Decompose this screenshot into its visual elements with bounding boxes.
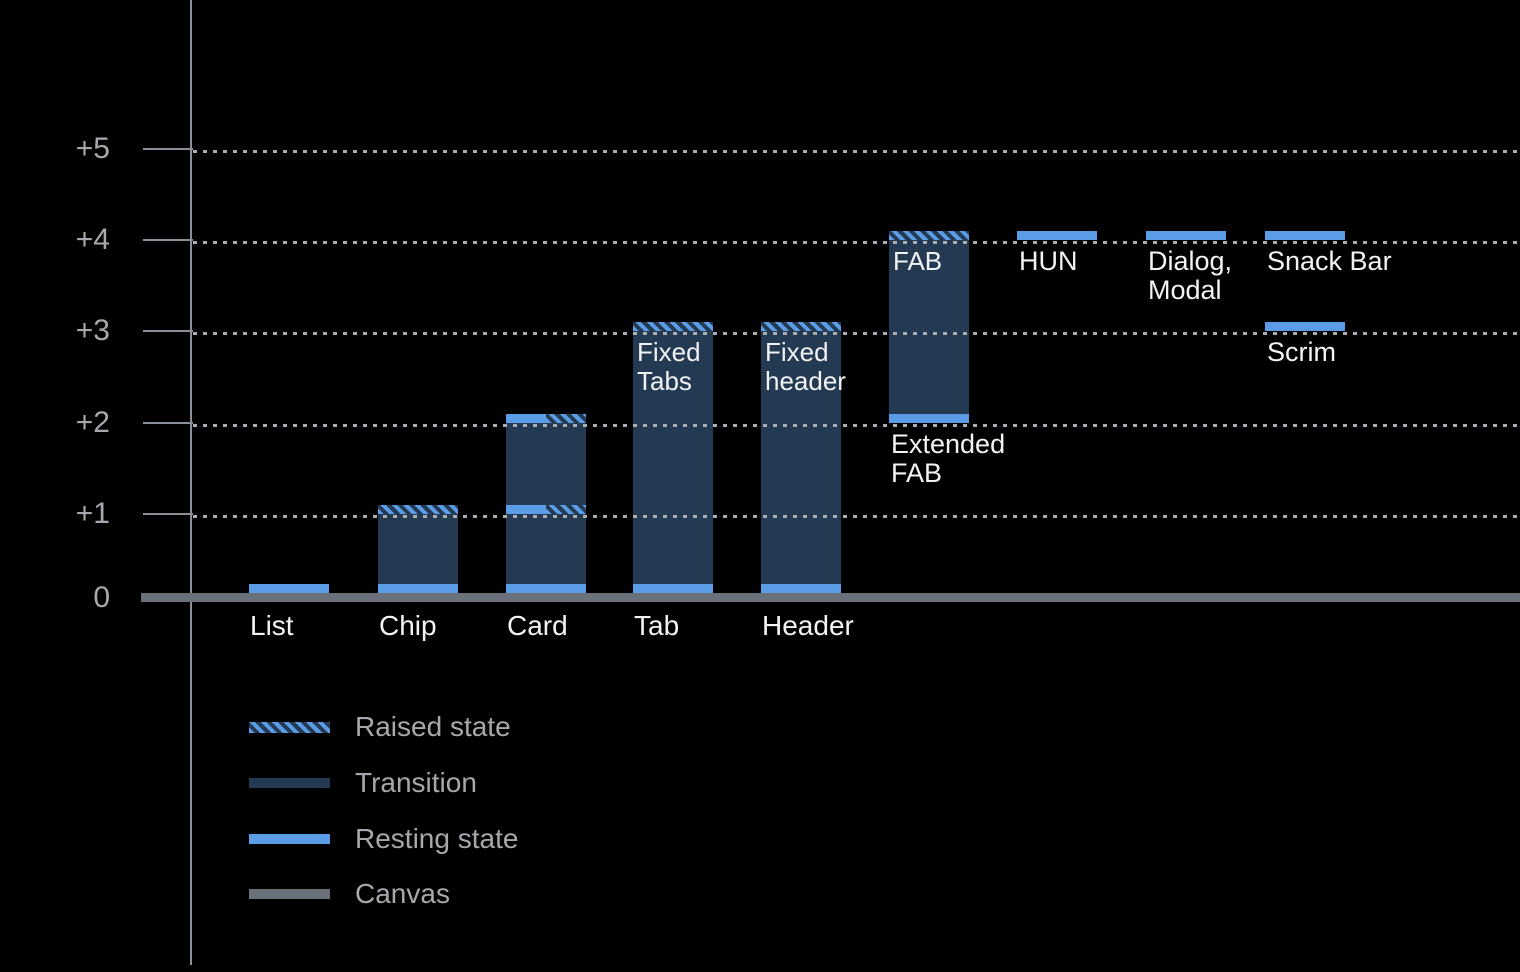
- bar-header-resting-marker: [761, 584, 841, 593]
- bar-tab-label: Tab: [634, 610, 679, 642]
- canvas-swatch-icon: [249, 889, 330, 899]
- bar-header-label-line: Header: [762, 610, 854, 641]
- bar-snack-bar-label-line: Snack Bar: [1267, 245, 1392, 276]
- bar-fab-raised-marker: [889, 230, 969, 240]
- bar-dialog-modal-label-line: Modal: [1148, 274, 1222, 305]
- y-tick-3: [143, 330, 193, 332]
- gridline-level-2: [193, 423, 1520, 427]
- bar-header-label-line: Fixed: [765, 337, 829, 367]
- y-axis-label-1: +1: [75, 497, 110, 530]
- bar-tab-label: Fixed Tabs: [637, 338, 701, 396]
- bar-hun-label-line: HUN: [1019, 245, 1078, 276]
- legend-item-canvas: Canvas: [249, 878, 749, 910]
- legend-item-resting-state: Resting state: [249, 823, 749, 855]
- bar-scrim-label: Scrim: [1267, 338, 1336, 367]
- bar-fab-label: FAB: [893, 245, 943, 276]
- legend-item-transition: Transition: [249, 767, 749, 799]
- bar-snack-bar-resting-marker: [1265, 230, 1345, 240]
- bar-scrim-resting-marker: [1265, 322, 1345, 331]
- gridline-level-4: [193, 240, 1520, 244]
- bar-card-resting-marker: [506, 413, 546, 423]
- bar-snack-bar-label: Snack Bar: [1267, 245, 1392, 276]
- y-axis-label-3: +3: [75, 314, 110, 347]
- y-axis-label-2: +2: [75, 405, 110, 439]
- bar-dialog-modal-resting-marker: [1146, 230, 1226, 240]
- bar-tab-label-line: Tabs: [637, 366, 692, 396]
- bar-dialog-modal-label-line: Dialog,: [1148, 245, 1233, 276]
- bar-tab-resting-marker: [633, 584, 713, 593]
- bar-card-label-line: Card: [507, 610, 568, 641]
- y-axis-label-0: 0: [93, 580, 110, 614]
- legend-item-raised-state: Raised state: [249, 711, 749, 743]
- bar-tab-label-line: Tab: [634, 610, 680, 641]
- bar-card-label: Card: [507, 610, 568, 642]
- legend-label-raised-state: Raised state: [355, 711, 511, 742]
- bar-header-transition: [761, 331, 841, 593]
- bar-tab-label-line: Fixed: [637, 337, 701, 367]
- bar-chip-raised-marker: [378, 505, 458, 514]
- bar-dialog-modal-label: Dialog, Modal: [1148, 245, 1233, 305]
- bar-card-resting-marker: [506, 584, 586, 593]
- bar-fab-label-line: FAB: [891, 457, 943, 488]
- raised-state-swatch-icon: [249, 721, 330, 733]
- bar-list-label-line: List: [250, 610, 294, 641]
- bar-card-raised-marker: [546, 505, 586, 514]
- bar-fab-label-line: FAB: [893, 245, 943, 276]
- legend-label-transition: Transition: [355, 767, 477, 798]
- bar-fab-resting-marker: [889, 413, 969, 423]
- y-axis-line: [190, 0, 192, 965]
- y-tick-4: [143, 238, 193, 241]
- bar-fab-label: Extended FAB: [891, 428, 1006, 488]
- resting-state-swatch-icon: [249, 834, 330, 844]
- bar-list-label: List: [250, 610, 294, 642]
- gridline-level-5: [193, 149, 1520, 153]
- bar-chip-label: Chip: [379, 610, 437, 642]
- bar-hun-label: HUN: [1019, 245, 1078, 276]
- bar-list-resting-marker: [249, 584, 329, 593]
- y-tick-5: [143, 147, 193, 150]
- y-axis-label-4: +4: [75, 222, 110, 256]
- bar-chip-resting-marker: [378, 584, 458, 593]
- bar-tab-transition: [633, 331, 713, 593]
- bar-header-label: Fixed header: [765, 338, 846, 396]
- bar-fab-label-line: Extended: [891, 428, 1006, 459]
- bar-chip-transition: [378, 514, 458, 593]
- canvas-baseline: [141, 593, 1520, 602]
- bar-card-raised-marker: [546, 413, 586, 423]
- bar-tab-raised-marker: [633, 322, 713, 331]
- bar-scrim-label-line: Scrim: [1267, 337, 1336, 367]
- gridline-level-3: [193, 332, 1520, 335]
- bar-header-label-line: header: [765, 366, 846, 396]
- y-axis-label-5: +5: [75, 131, 110, 165]
- bar-card-resting-marker: [506, 505, 546, 514]
- bar-hun-resting-marker: [1017, 230, 1097, 240]
- gridline-level-1: [193, 515, 1520, 518]
- y-tick-1: [143, 513, 193, 515]
- transition-swatch-icon: [249, 778, 330, 788]
- y-tick-2: [143, 421, 193, 424]
- legend-label-canvas: Canvas: [355, 878, 450, 909]
- bar-header-label: Header: [762, 610, 854, 642]
- legend-label-resting-state: Resting state: [355, 823, 519, 854]
- bar-header-raised-marker: [761, 322, 841, 331]
- bar-chip-label-line: Chip: [379, 610, 437, 641]
- bar-fab-transition: [889, 239, 969, 423]
